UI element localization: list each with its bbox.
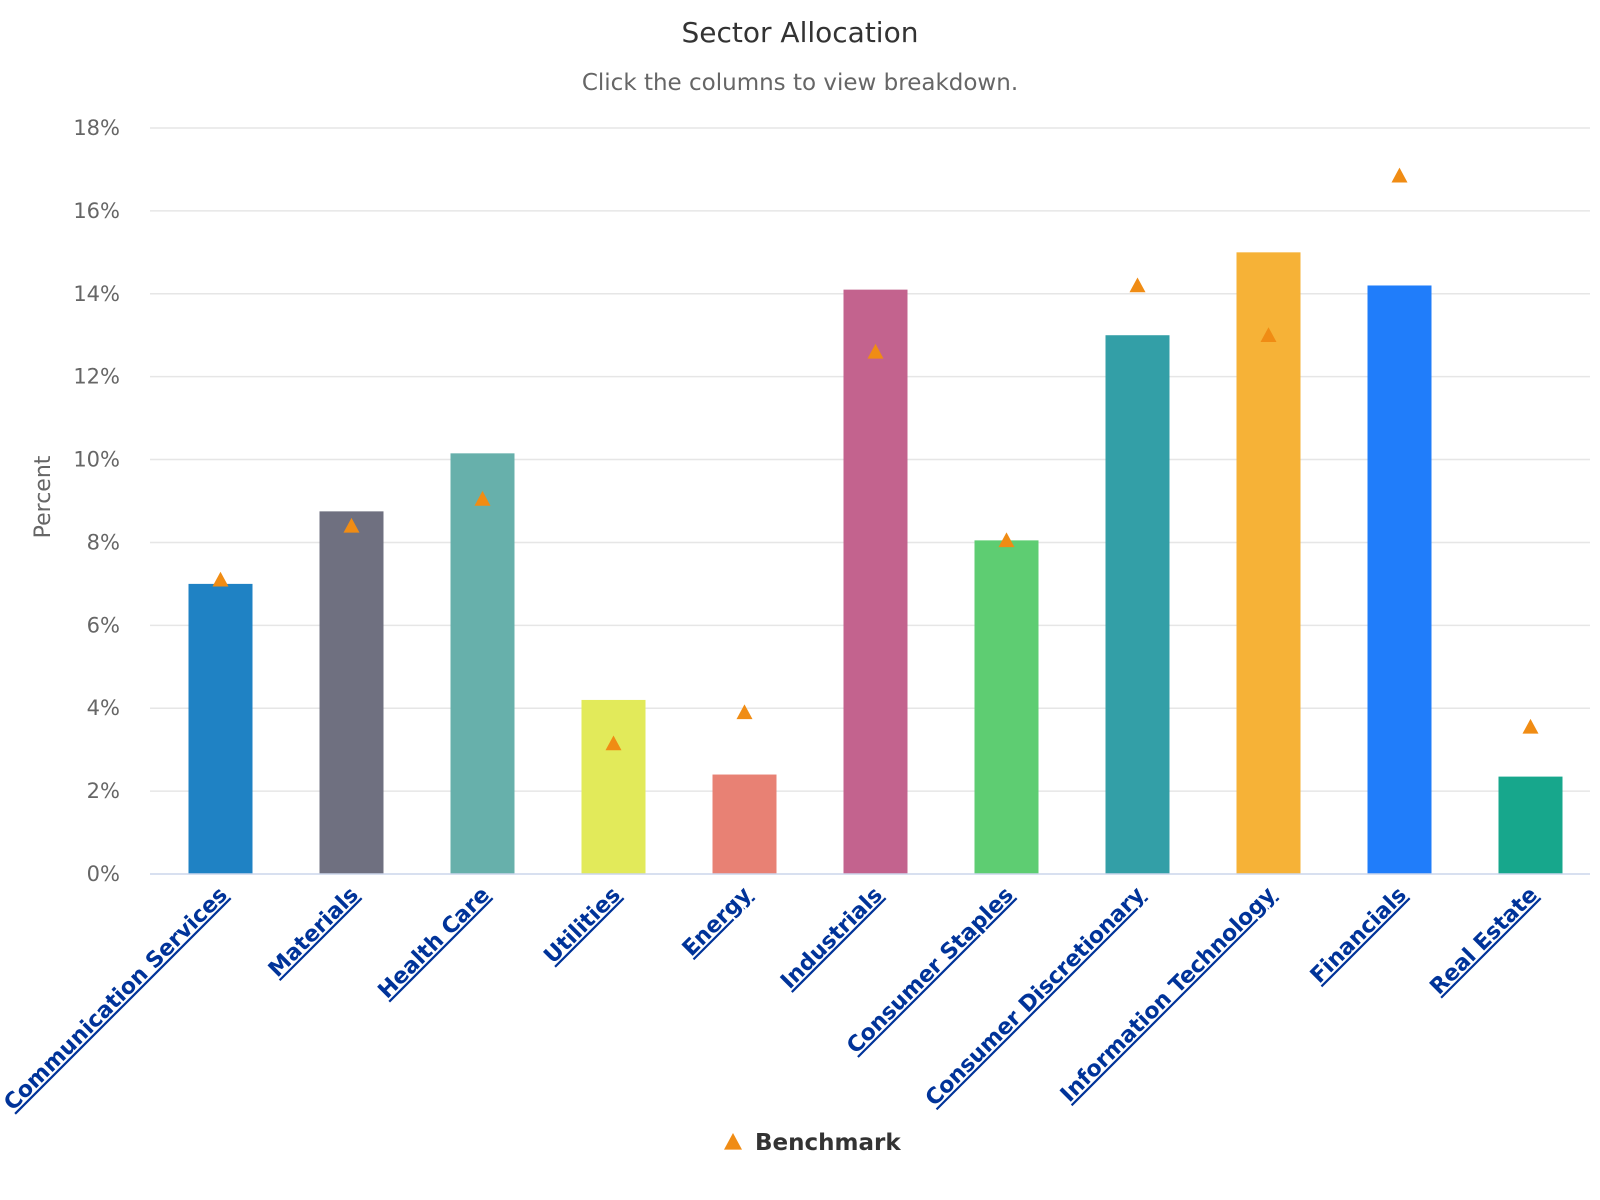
bar-financials[interactable] [1367,285,1432,874]
y-tick-label: 16% [73,199,120,223]
y-tick-label: 18% [73,116,120,140]
bar-materials[interactable] [319,511,384,874]
x-tick-label-health-care[interactable]: Health Care [374,883,495,1004]
bar-utilities[interactable] [581,699,646,874]
y-tick-label: 2% [87,779,120,803]
x-tick-label-consumer-discretionary[interactable]: Consumer Discretionary [921,883,1150,1112]
chart-title: Sector Allocation [682,16,919,49]
bar-health-care[interactable] [450,453,515,874]
benchmark-marker [343,517,360,533]
benchmark-marker [605,735,622,751]
benchmark-marker [867,343,884,359]
x-tick-label-communication-services[interactable]: Communication Services [0,883,233,1116]
benchmark-marker [474,490,491,506]
y-tick-label: 14% [73,282,120,306]
chart-subtitle: Click the columns to view breakdown. [582,70,1018,96]
x-tick-label-real-estate[interactable]: Real Estate [1425,883,1542,1000]
benchmark-marker [1260,327,1277,343]
benchmark-marker [1391,167,1408,183]
x-tick-label-materials[interactable]: Materials [264,883,364,983]
x-tick-label-utilities[interactable]: Utilities [539,883,625,969]
bar-information-technology[interactable] [1236,252,1301,875]
legend-benchmark-triangle-icon [724,1133,742,1150]
benchmark-marker [736,704,753,720]
y-tick-label: 4% [87,696,120,720]
x-tick-label-industrials[interactable]: Industrials [776,883,888,995]
y-tick-label: 10% [73,448,120,472]
y-tick-label: 8% [87,530,120,554]
bar-consumer-staples[interactable] [974,540,1039,874]
bar-consumer-discretionary[interactable] [1105,335,1170,874]
bar-real-estate[interactable] [1498,776,1563,874]
x-axis-ticks: Communication Services Materials Health Ca… [0,883,1543,1116]
bar-industrials[interactable] [843,289,908,875]
y-tick-label: 6% [87,613,120,637]
bar-communication-services[interactable] [188,583,253,874]
x-tick-label-financials[interactable]: Financials [1306,883,1412,989]
benchmark-marker [1129,277,1146,293]
y-axis-ticks: 0% 2% 4% 6% 8% 10% 12% 14% 16% 18% [73,116,120,886]
bar-series[interactable] [188,252,1563,875]
y-tick-label: 0% [87,862,120,886]
benchmark-series [212,167,1539,751]
x-tick-label-energy[interactable]: Energy [678,883,757,962]
legend-benchmark-label[interactable]: Benchmark [755,1130,901,1156]
benchmark-marker [212,571,229,587]
y-tick-label: 12% [73,365,120,389]
y-axis-label: Percent [31,455,56,538]
benchmark-marker [998,532,1015,548]
legend[interactable]: Benchmark [724,1130,901,1156]
benchmark-marker [1522,718,1539,734]
x-tick-label-information-technology[interactable]: Information Technology [1056,883,1281,1108]
bar-energy[interactable] [712,774,777,874]
